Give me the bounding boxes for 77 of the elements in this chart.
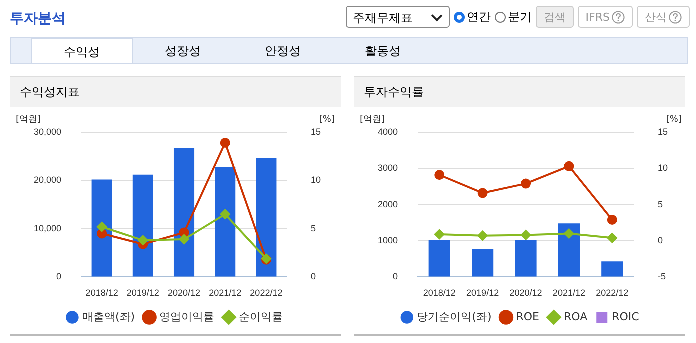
y2-tick-label: 0	[658, 235, 664, 246]
y-tick-label: 1000	[378, 235, 398, 246]
bar	[215, 167, 236, 277]
y2-axis-title: [%]	[666, 115, 682, 126]
bar	[256, 158, 277, 277]
y2-tick-label: 0	[310, 272, 316, 282]
text: 검색	[536, 6, 574, 28]
point	[521, 230, 532, 240]
y-tick-label: 30,000	[34, 126, 62, 137]
y2-tick-label: -5	[658, 272, 666, 282]
bar	[515, 240, 537, 277]
text: 산식	[645, 10, 667, 24]
y2-tick-label: 15	[658, 126, 668, 137]
x-tick-label: 2020/12	[510, 288, 542, 298]
y-tick-label: 0	[393, 272, 398, 282]
bar	[428, 240, 450, 277]
point	[607, 215, 618, 226]
point	[564, 228, 574, 239]
chart-title: 투자수익률	[354, 76, 685, 107]
legend-label: 매출액(좌)	[82, 310, 136, 324]
point	[179, 234, 190, 245]
bar	[92, 180, 112, 277]
y-tick-label: 3000	[378, 163, 398, 174]
bar	[132, 174, 154, 277]
y2-tick-label: 10	[658, 163, 668, 174]
y2-tick-label: 5	[310, 223, 316, 234]
point	[521, 178, 532, 189]
point	[434, 229, 445, 240]
point	[478, 230, 488, 241]
y-tick-label: 2000	[378, 199, 398, 210]
y-tick-label: 4000	[378, 126, 398, 137]
dropdown-field: 주재무제표	[346, 6, 450, 28]
legend-label: 영업이익률	[160, 310, 215, 324]
y-axis-title: [억원]	[16, 115, 42, 126]
x-tick-label: 2018/12	[86, 288, 118, 298]
x-tick-label: 2018/12	[423, 288, 456, 298]
text: 성장성	[164, 43, 202, 60]
text: 활동성	[364, 43, 402, 60]
text: 연간	[466, 8, 491, 26]
point	[607, 233, 618, 244]
y-axis-title: [억원]	[360, 115, 386, 126]
y-tick-label: 20,000	[34, 175, 62, 186]
text: IFRS	[586, 10, 610, 24]
legend-label: ROA	[564, 310, 588, 324]
y2-tick-label: 15	[310, 126, 322, 137]
point	[564, 161, 574, 172]
x-tick-label: 2021/12	[552, 288, 586, 298]
legend-label: 순이익률	[239, 310, 284, 324]
point	[220, 209, 230, 220]
y2-tick-label: 5	[658, 199, 664, 210]
point	[478, 188, 488, 198]
bar	[174, 148, 195, 277]
point	[138, 236, 148, 246]
bar	[602, 262, 624, 277]
bar	[558, 224, 580, 277]
text: 수익성	[31, 38, 133, 63]
y-tick-label: 0	[56, 272, 62, 282]
y2-tick-label: 10	[310, 175, 322, 186]
text: 투자분석	[10, 10, 66, 28]
text: 안정성	[264, 43, 302, 60]
bar	[472, 248, 494, 277]
x-tick-label: 2022/12	[596, 288, 629, 298]
chart-title: 수익성지표	[10, 76, 341, 107]
legend-label: 당기순이익(좌)	[417, 310, 492, 324]
text: 분기	[508, 8, 532, 26]
x-tick-label: 2022/12	[250, 288, 283, 298]
legend-label: ROE	[516, 310, 540, 324]
x-tick-label: 2019/12	[126, 288, 160, 298]
x-tick-label: 2019/12	[466, 288, 500, 298]
point	[97, 222, 108, 232]
point	[220, 138, 230, 148]
legend-label: ROIC	[612, 310, 640, 324]
y2-axis-title: [%]	[319, 115, 335, 126]
x-tick-label: 2021/12	[209, 288, 242, 298]
y-tick-label: 10,000	[34, 223, 62, 234]
point	[434, 170, 445, 180]
x-tick-label: 2020/12	[168, 288, 201, 298]
